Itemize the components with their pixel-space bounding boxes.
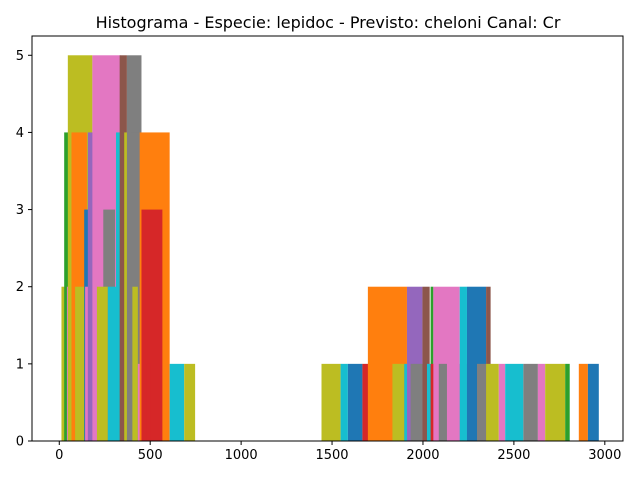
- axes-layer: 0 500 1000 1500 2000 2500 3000 0 1 2 3 4 5: [16, 35, 624, 463]
- histogram-bar: [523, 363, 538, 441]
- histogram-bar: [184, 363, 196, 441]
- y-tick-label: 5: [16, 49, 24, 64]
- histogram-bar: [141, 209, 163, 441]
- histogram-bar: [132, 286, 138, 441]
- histogram-bar: [340, 363, 348, 441]
- x-tick-label: 2500: [497, 448, 530, 463]
- histogram-bar: [486, 363, 499, 441]
- histogram-bar: [75, 286, 86, 441]
- histogram-bar: [587, 363, 599, 441]
- y-tick-label: 3: [16, 203, 24, 218]
- histogram-bar: [459, 286, 467, 441]
- histogram-bar: [426, 363, 431, 441]
- histogram-bar: [146, 363, 151, 441]
- histogram-bar: [169, 363, 185, 441]
- y-tick-label: 1: [16, 357, 24, 372]
- histogram-bar: [498, 363, 506, 441]
- histogram-bar: [347, 363, 363, 441]
- y-tick-label: 4: [16, 126, 24, 141]
- x-tick-label: 1000: [225, 448, 258, 463]
- histogram-bar: [505, 363, 524, 441]
- x-tick-label: 500: [138, 448, 163, 463]
- plot-frame: [31, 35, 624, 442]
- x-tick-label: 1500: [315, 448, 348, 463]
- histogram-bar: [96, 286, 108, 441]
- histogram-bar: [537, 363, 546, 441]
- histogram-bar: [119, 55, 127, 442]
- histogram-bar: [321, 363, 341, 441]
- histogram-bar: [64, 132, 69, 441]
- y-tick-label: 0: [16, 435, 24, 450]
- histogram-bar: [410, 363, 423, 441]
- x-tick-label: 0: [55, 448, 63, 463]
- histogram-bar: [545, 363, 566, 441]
- x-tick-label: 2000: [406, 448, 439, 463]
- y-tick-label: 2: [16, 280, 24, 295]
- bars-layer: [61, 55, 599, 442]
- x-tick-label: 3000: [588, 448, 621, 463]
- histogram-bar: [438, 363, 447, 441]
- histogram-bar: [578, 363, 588, 441]
- histogram-bar: [565, 363, 570, 441]
- chart-title: Histograma - Especie: lepidoc - Previsto…: [96, 13, 561, 32]
- histogram-bar: [476, 363, 487, 441]
- histogram-bar: [422, 286, 430, 441]
- histogram-bar: [392, 363, 405, 441]
